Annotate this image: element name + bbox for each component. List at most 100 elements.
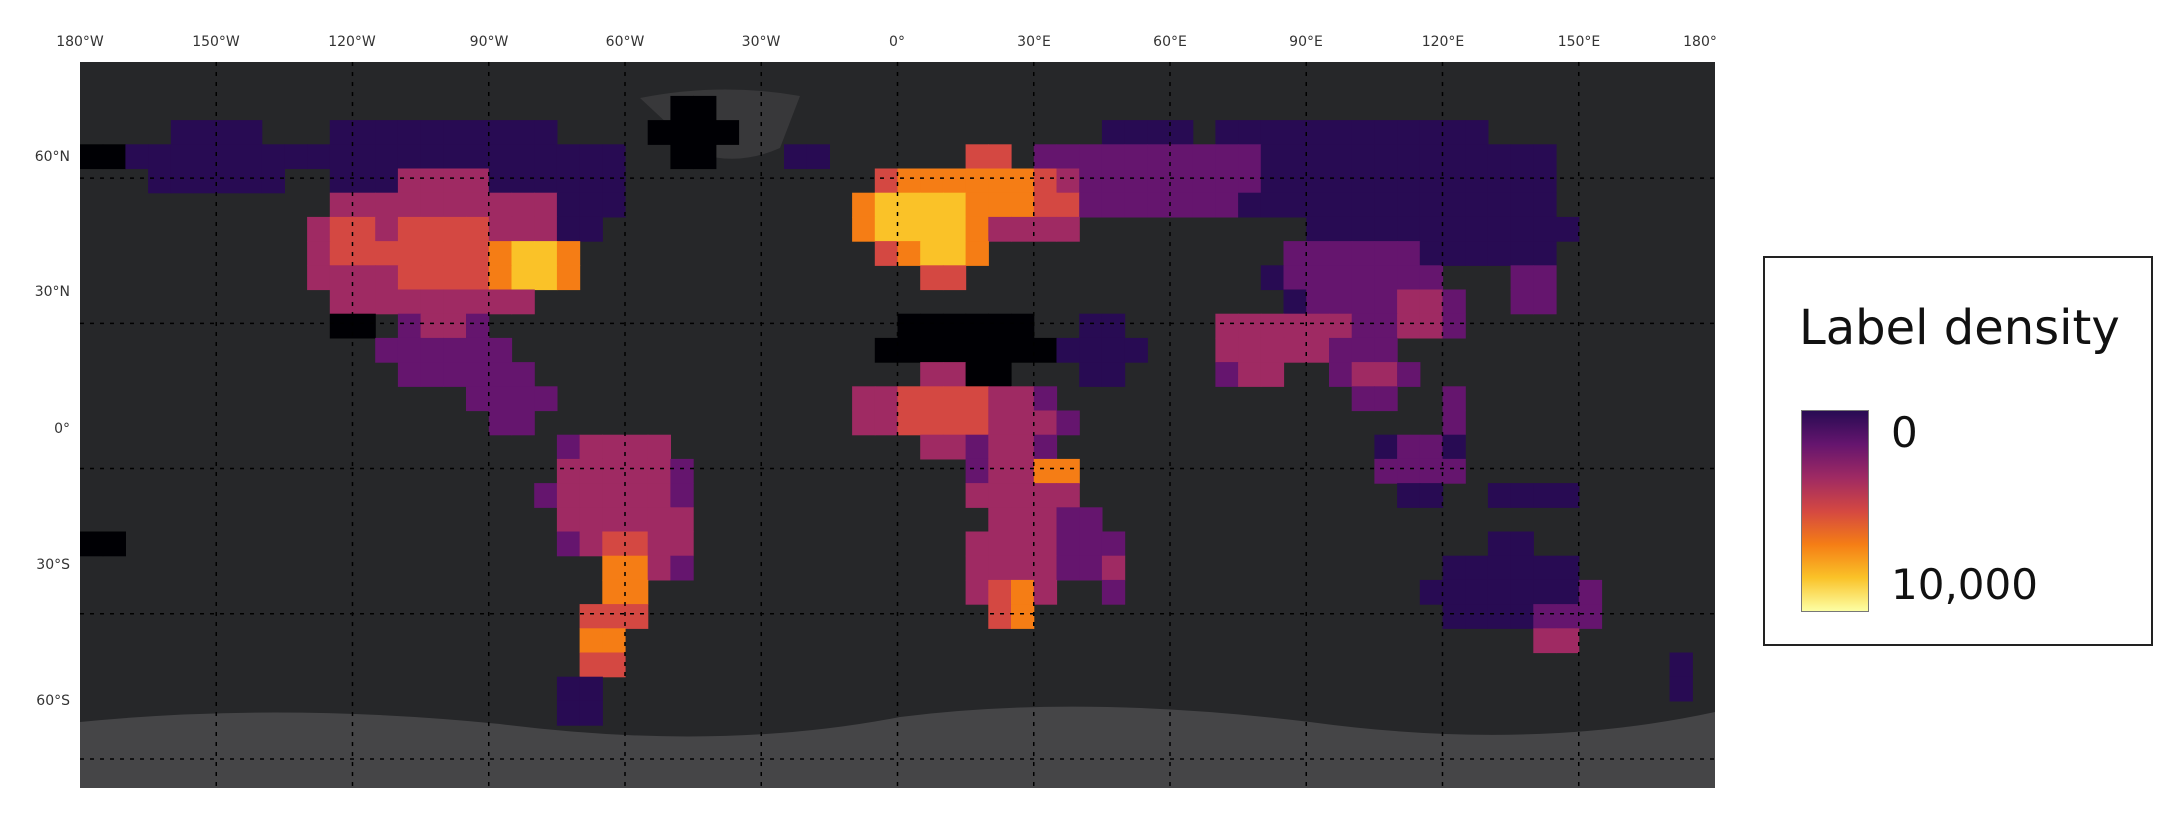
- density-cell: [1215, 192, 1239, 218]
- density-cell: [1033, 458, 1058, 484]
- density-cell: [1147, 144, 1171, 170]
- density-cell: [1011, 579, 1035, 605]
- density-cell: [1215, 120, 1239, 145]
- density-cell: [988, 604, 1012, 629]
- density-cell: [965, 144, 989, 170]
- density-cell: [965, 579, 989, 605]
- density-cell: [1011, 192, 1035, 218]
- density-cell: [420, 289, 444, 315]
- density-cell: [647, 531, 671, 557]
- density-cell: [874, 386, 899, 412]
- density-cell: [375, 241, 399, 266]
- density-cell: [534, 144, 558, 170]
- density-cell: [1101, 144, 1126, 170]
- density-cell: [352, 192, 376, 218]
- density-cell: [556, 144, 581, 170]
- lat-tick-label: 0°: [54, 421, 70, 437]
- density-cell: [670, 507, 694, 533]
- density-cell: [579, 144, 603, 170]
- density-cell: [920, 192, 944, 218]
- lon-tick-label: 180°: [1683, 34, 1717, 50]
- density-cell: [102, 531, 126, 557]
- density-cell: [1101, 579, 1126, 605]
- lon-tick-label: 120°E: [1421, 34, 1465, 50]
- density-cell: [988, 337, 1012, 363]
- density-cell: [965, 241, 989, 266]
- density-cell: [1397, 362, 1421, 387]
- density-cell: [1011, 216, 1035, 242]
- density-cell: [239, 144, 263, 170]
- density-cell: [488, 241, 513, 266]
- density-cell: [148, 168, 172, 194]
- density-cell: [148, 144, 172, 170]
- density-cell: [1351, 289, 1375, 315]
- density-cell: [1487, 144, 1512, 170]
- density-cell: [1011, 168, 1035, 194]
- density-cell: [1283, 289, 1307, 315]
- density-cell: [556, 216, 581, 242]
- density-cell: [216, 120, 240, 145]
- density-cell: [1556, 604, 1580, 629]
- density-cell: [1419, 192, 1444, 218]
- density-cell: [988, 507, 1012, 533]
- density-cell: [466, 265, 490, 291]
- density-cell: [1510, 216, 1534, 242]
- density-cell: [647, 434, 671, 460]
- density-cell: [556, 434, 581, 460]
- density-cell: [1510, 579, 1534, 605]
- density-cell: [670, 120, 694, 145]
- density-cell: [488, 120, 513, 145]
- density-cell: [352, 289, 376, 315]
- density-cell: [352, 120, 376, 145]
- density-cell: [579, 652, 603, 678]
- lon-tick-label: 30°E: [1017, 34, 1051, 50]
- density-cell: [1487, 579, 1512, 605]
- density-cell: [602, 555, 626, 581]
- density-cell: [1351, 362, 1375, 387]
- density-cell: [1329, 362, 1353, 387]
- density-cell: [1056, 483, 1080, 508]
- density-cell: [1556, 555, 1580, 581]
- density-cell: [897, 313, 921, 339]
- density-cell: [897, 216, 921, 242]
- density-cell: [1329, 192, 1353, 218]
- density-cell: [920, 216, 944, 242]
- density-cell: [579, 192, 603, 218]
- density-cell: [1306, 265, 1330, 291]
- density-cell: [1533, 144, 1557, 170]
- density-cell: [1533, 628, 1557, 654]
- lon-tick-label: 60°W: [605, 34, 645, 50]
- density-cell: [534, 241, 558, 266]
- density-cell: [1329, 265, 1353, 291]
- density-cell: [1170, 120, 1194, 145]
- density-cell: [1442, 386, 1466, 412]
- density-cell: [1238, 362, 1262, 387]
- density-cell: [1465, 168, 1489, 194]
- world-density-map[interactable]: [80, 62, 1715, 788]
- density-cell: [1351, 168, 1375, 194]
- density-cell: [1442, 120, 1466, 145]
- density-cell: [1397, 434, 1421, 460]
- density-cell: [1442, 458, 1466, 484]
- density-cell: [488, 265, 513, 291]
- density-cell: [420, 144, 444, 170]
- density-cell: [102, 144, 126, 170]
- density-cell: [1329, 289, 1353, 315]
- density-cell: [1215, 337, 1239, 363]
- density-cell: [1101, 120, 1126, 145]
- density-cell: [1669, 652, 1693, 678]
- density-cell: [1533, 241, 1557, 266]
- density-cell: [420, 120, 444, 145]
- density-cell: [1283, 168, 1307, 194]
- density-cell: [329, 216, 354, 242]
- density-cell: [602, 507, 626, 533]
- density-cell: [1510, 604, 1534, 629]
- density-cell: [534, 216, 558, 242]
- density-cell: [466, 192, 490, 218]
- density-cell: [352, 241, 376, 266]
- density-cell: [1011, 337, 1035, 363]
- density-cell: [1397, 168, 1421, 194]
- density-cell: [897, 168, 921, 194]
- density-cell: [1238, 120, 1262, 145]
- density-cell: [534, 168, 558, 194]
